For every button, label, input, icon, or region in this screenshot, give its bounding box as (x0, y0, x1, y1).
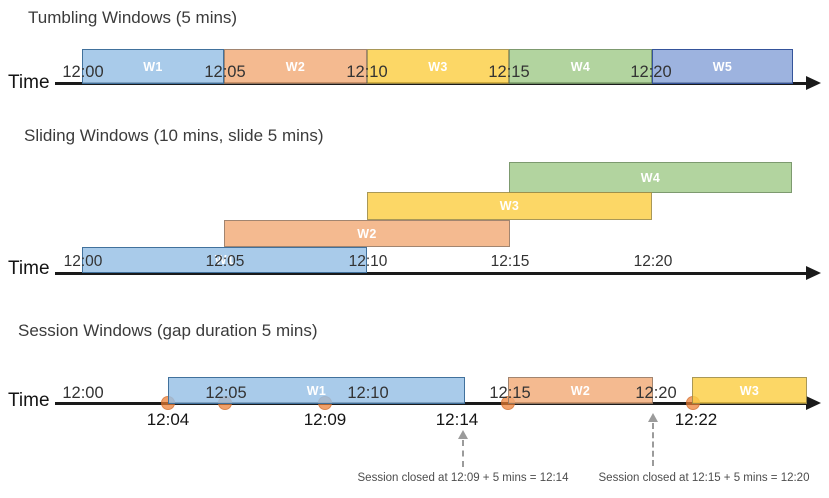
tumbling-tick: 12:20 (630, 63, 672, 81)
tumbling-window-w5: W5 (652, 49, 793, 84)
tumbling-window-w2: W2 (224, 49, 367, 84)
session-tick: 12:00 (62, 384, 104, 402)
event-time-label: 12:04 (146, 410, 190, 429)
sliding-time-label: Time (8, 258, 50, 279)
session-tick: 12:20 (635, 384, 677, 402)
window-label: W4 (570, 59, 591, 74)
window-label: W5 (712, 59, 733, 74)
tumbling-tick: 12:10 (346, 63, 388, 81)
session-title: Session Windows (gap duration 5 mins) (18, 321, 318, 340)
tumbling-window-w1: W1 (82, 49, 224, 84)
event-time-label: 12:14 (435, 410, 479, 429)
callout-arrow-up-icon (648, 413, 658, 422)
tumbling-window-w4: W4 (509, 49, 652, 84)
sliding-tick: 12:15 (490, 253, 530, 270)
tumbling-window-w3: W3 (367, 49, 509, 84)
window-label: W1 (306, 383, 327, 398)
event-time-label: 12:09 (303, 410, 347, 429)
session-tick: 12:15 (489, 384, 531, 402)
sliding-axis-line (55, 272, 807, 275)
session-closed-annotation-1: Session closed at 12:09 + 5 mins = 12:14 (357, 472, 569, 484)
tumbling-time-label: Time (8, 72, 50, 93)
tumbling-title: Tumbling Windows (5 mins) (28, 8, 238, 27)
tumbling-tick: 12:05 (204, 63, 246, 81)
window-label: W1 (214, 253, 235, 267)
callout-arrow-dash (652, 423, 654, 466)
sliding-window-w4: W4 (509, 162, 792, 193)
sliding-tick: 12:20 (633, 253, 673, 270)
sliding-axis-arrow-icon (806, 266, 821, 280)
sliding-window-w1: W1 (82, 247, 367, 273)
session-tick: 12:10 (347, 384, 389, 402)
session-time-label: Time (8, 390, 50, 411)
window-label: W3 (739, 383, 760, 398)
sliding-tick: 12:10 (348, 253, 388, 270)
callout-arrow-dash (462, 440, 464, 467)
event-time-label: 12:22 (674, 410, 718, 429)
window-label: W2 (285, 59, 306, 74)
session-window-w1: W1 (168, 377, 465, 404)
sliding-window-w3: W3 (367, 192, 652, 220)
session-axis-arrow-icon (806, 396, 821, 410)
session-tick: 12:05 (205, 384, 247, 402)
session-window-w3: W3 (692, 377, 807, 404)
sliding-title: Sliding Windows (10 mins, slide 5 mins) (24, 126, 324, 145)
tumbling-tick: 12:15 (488, 63, 530, 81)
window-label: W2 (570, 383, 591, 398)
session-closed-annotation-2: Session closed at 12:15 + 5 mins = 12:20 (598, 472, 810, 484)
session-window-w2: W2 (508, 377, 653, 404)
callout-arrow-up-icon (458, 430, 468, 439)
sliding-tick: 12:00 (63, 253, 103, 270)
window-label: W3 (499, 199, 520, 213)
window-label: W1 (143, 59, 163, 74)
sliding-window-w2: W2 (224, 220, 510, 247)
window-label: W3 (428, 59, 448, 74)
sliding-tick: 12:05 (205, 253, 245, 270)
tumbling-tick: 12:00 (62, 63, 104, 81)
tumbling-axis-arrow-icon (806, 76, 821, 90)
window-label: W4 (640, 170, 661, 185)
window-label: W2 (357, 226, 377, 241)
